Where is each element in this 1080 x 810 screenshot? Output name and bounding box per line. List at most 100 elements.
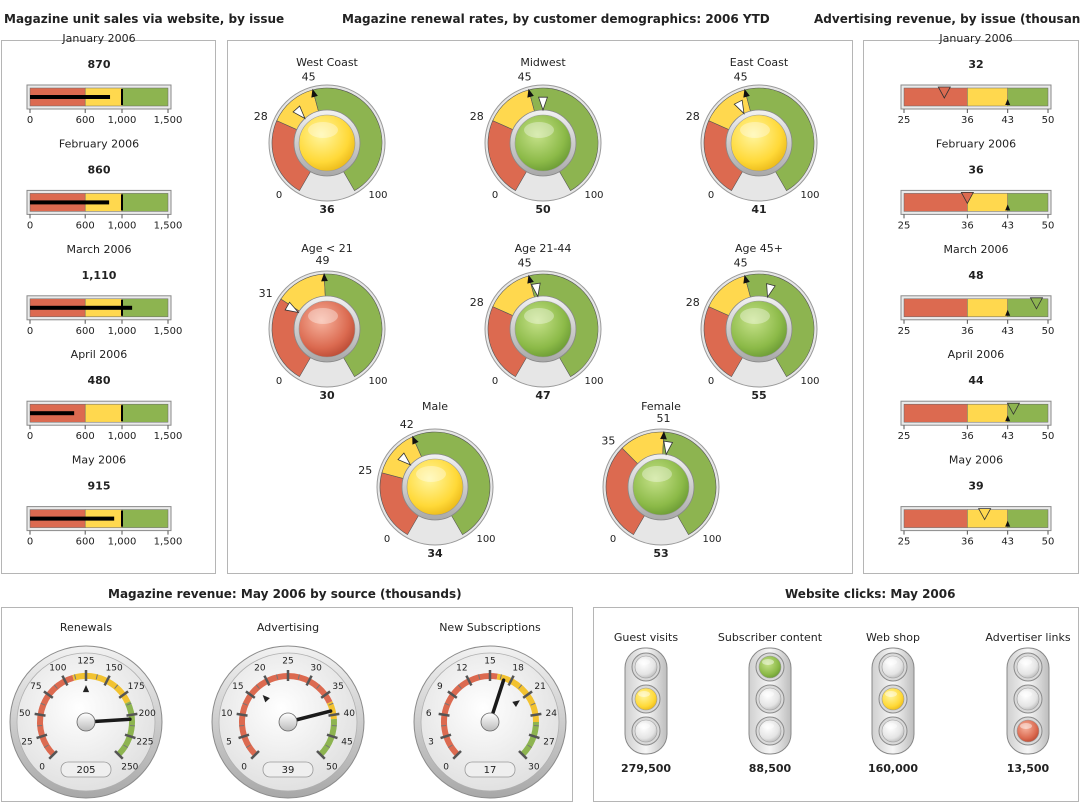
dial-max-label: 100 (800, 376, 819, 387)
dial-target-marker (527, 88, 534, 98)
bullet-value-bar (30, 516, 115, 521)
gauge-green-band (318, 718, 337, 757)
dial-light-glare (308, 308, 338, 324)
dial-title: East Coast (730, 56, 789, 69)
dial-title: Midwest (520, 56, 566, 69)
renewal-dial: Male 25 42 0 100 34 (358, 400, 495, 560)
dial-status-light (730, 114, 788, 172)
dial-value-label: 47 (535, 389, 550, 402)
dial-max-label: 100 (800, 190, 819, 201)
dial-status-light (514, 300, 572, 358)
bullet-band (84, 403, 123, 423)
bullet-tick-label: 1,000 (108, 115, 137, 126)
traffic-light-value: 13,500 (1007, 762, 1050, 775)
dial-min-label: 0 (276, 190, 282, 201)
traffic-lamp (881, 655, 905, 679)
dial-title: West Coast (296, 56, 358, 69)
traffic-light-title: Subscriber content (718, 631, 823, 644)
dial-value-label: 55 (751, 389, 766, 402)
bullet-tick-label: 0 (27, 326, 33, 337)
dial-yellow-threshold-label: 51 (657, 412, 671, 425)
bullet-value-label: 860 (88, 163, 111, 176)
dial-title: Age 45+ (735, 242, 783, 255)
dial-status-light (632, 458, 690, 516)
gauge-major-tick (61, 675, 69, 687)
gauge-tick-label: 225 (136, 738, 153, 748)
gauge-major-tick (250, 750, 260, 760)
dial-target-marker (743, 274, 750, 284)
traffic-lamp-glare (885, 723, 897, 729)
gauge-major-tick (447, 690, 458, 699)
bullet-value-bar (30, 95, 111, 99)
renewal-dial: Age 21-44 28 45 0 100 47 (470, 242, 604, 402)
gauge-red-band (441, 673, 498, 757)
bullet-tick-label: 0 (27, 431, 33, 442)
traffic-lamp (634, 687, 658, 711)
traffic-lamp (758, 719, 782, 743)
bullet-tick-label: 25 (898, 537, 911, 548)
gauge-target-marker (82, 685, 90, 693)
traffic-lamp (1016, 655, 1040, 679)
dial-value-label: 30 (319, 389, 335, 402)
bullet-tick-label: 25 (898, 326, 911, 337)
bullet-band (121, 87, 169, 107)
gauge-tick-label: 21 (534, 682, 545, 692)
gauge-tick-label: 0 (39, 762, 45, 772)
traffic-lamp-glare (638, 723, 650, 729)
bullet-tick-label: 0 (27, 115, 33, 126)
bullet-label: April 2006 (948, 348, 1005, 361)
gauge-major-tick (118, 690, 129, 699)
dial-yellow-threshold-label: 45 (518, 256, 532, 269)
gauge-major-tick (528, 733, 540, 740)
dial-max-label: 100 (584, 376, 603, 387)
bullet-label: January 2006 (938, 32, 1012, 45)
gauge-tick-label: 35 (332, 682, 343, 692)
traffic-lamp-glare (638, 691, 650, 697)
bullet-label: May 2006 (949, 454, 1003, 467)
traffic-lamp (758, 655, 782, 679)
gauge-tick-label: 15 (232, 682, 243, 692)
gauge-minor-tick (255, 684, 260, 689)
dial-red-threshold-label: 35 (601, 434, 615, 447)
gauge-tick-label: 10 (221, 709, 233, 719)
renewal-dial: West Coast 28 45 0 100 36 (254, 56, 388, 216)
bullet-band (903, 298, 968, 318)
bullet-value-marker (1006, 402, 1021, 416)
gauge-major-tick (245, 690, 256, 699)
gauge-major-tick (320, 690, 331, 699)
gauge-target-marker (512, 700, 520, 707)
dial-value-pointer (733, 99, 745, 115)
traffic-lamp-glare (638, 659, 650, 665)
gauge-tick-label: 40 (344, 709, 356, 719)
bullet-band (1007, 298, 1049, 318)
gauge-major-tick (440, 733, 452, 740)
unit-sales-title: Magazine unit sales via website, by issu… (4, 12, 285, 26)
gauge-minor-tick (478, 674, 481, 680)
traffic-light-title: Web shop (866, 631, 920, 644)
dial-value-label: 53 (653, 547, 668, 560)
gauge-major-tick (507, 675, 515, 687)
bullet-tick-label: 600 (76, 220, 95, 231)
dial-max-label: 100 (584, 190, 603, 201)
gauge-tick-label: 50 (19, 709, 31, 719)
gauge-minor-tick (444, 702, 450, 706)
traffic-lamp-glare (1020, 723, 1032, 729)
gauge-minor-tick (40, 702, 46, 706)
gauge-minor-tick (316, 684, 321, 689)
dial-red-threshold-label: 28 (470, 110, 484, 123)
dial-target-marker (412, 435, 419, 445)
traffic-lamp (881, 687, 905, 711)
bullet-tick-label: 43 (1001, 115, 1014, 126)
renewal-title: Magazine renewal rates, by customer demo… (342, 12, 770, 26)
dial-light-glare (642, 466, 672, 482)
gauge-tick-label: 27 (543, 738, 554, 748)
bullet-label: March 2006 (943, 243, 1008, 256)
bullet-value-label: 870 (88, 58, 111, 71)
bullet-value-marker (977, 508, 992, 521)
dial-max-label: 100 (368, 190, 387, 201)
bullet-target-marker (1005, 99, 1011, 105)
bullet-target-marker (1005, 415, 1011, 422)
bullet-target-marker (121, 89, 123, 105)
dial-yellow-threshold-label: 49 (315, 254, 329, 267)
traffic-lamp-glare (1020, 691, 1032, 697)
